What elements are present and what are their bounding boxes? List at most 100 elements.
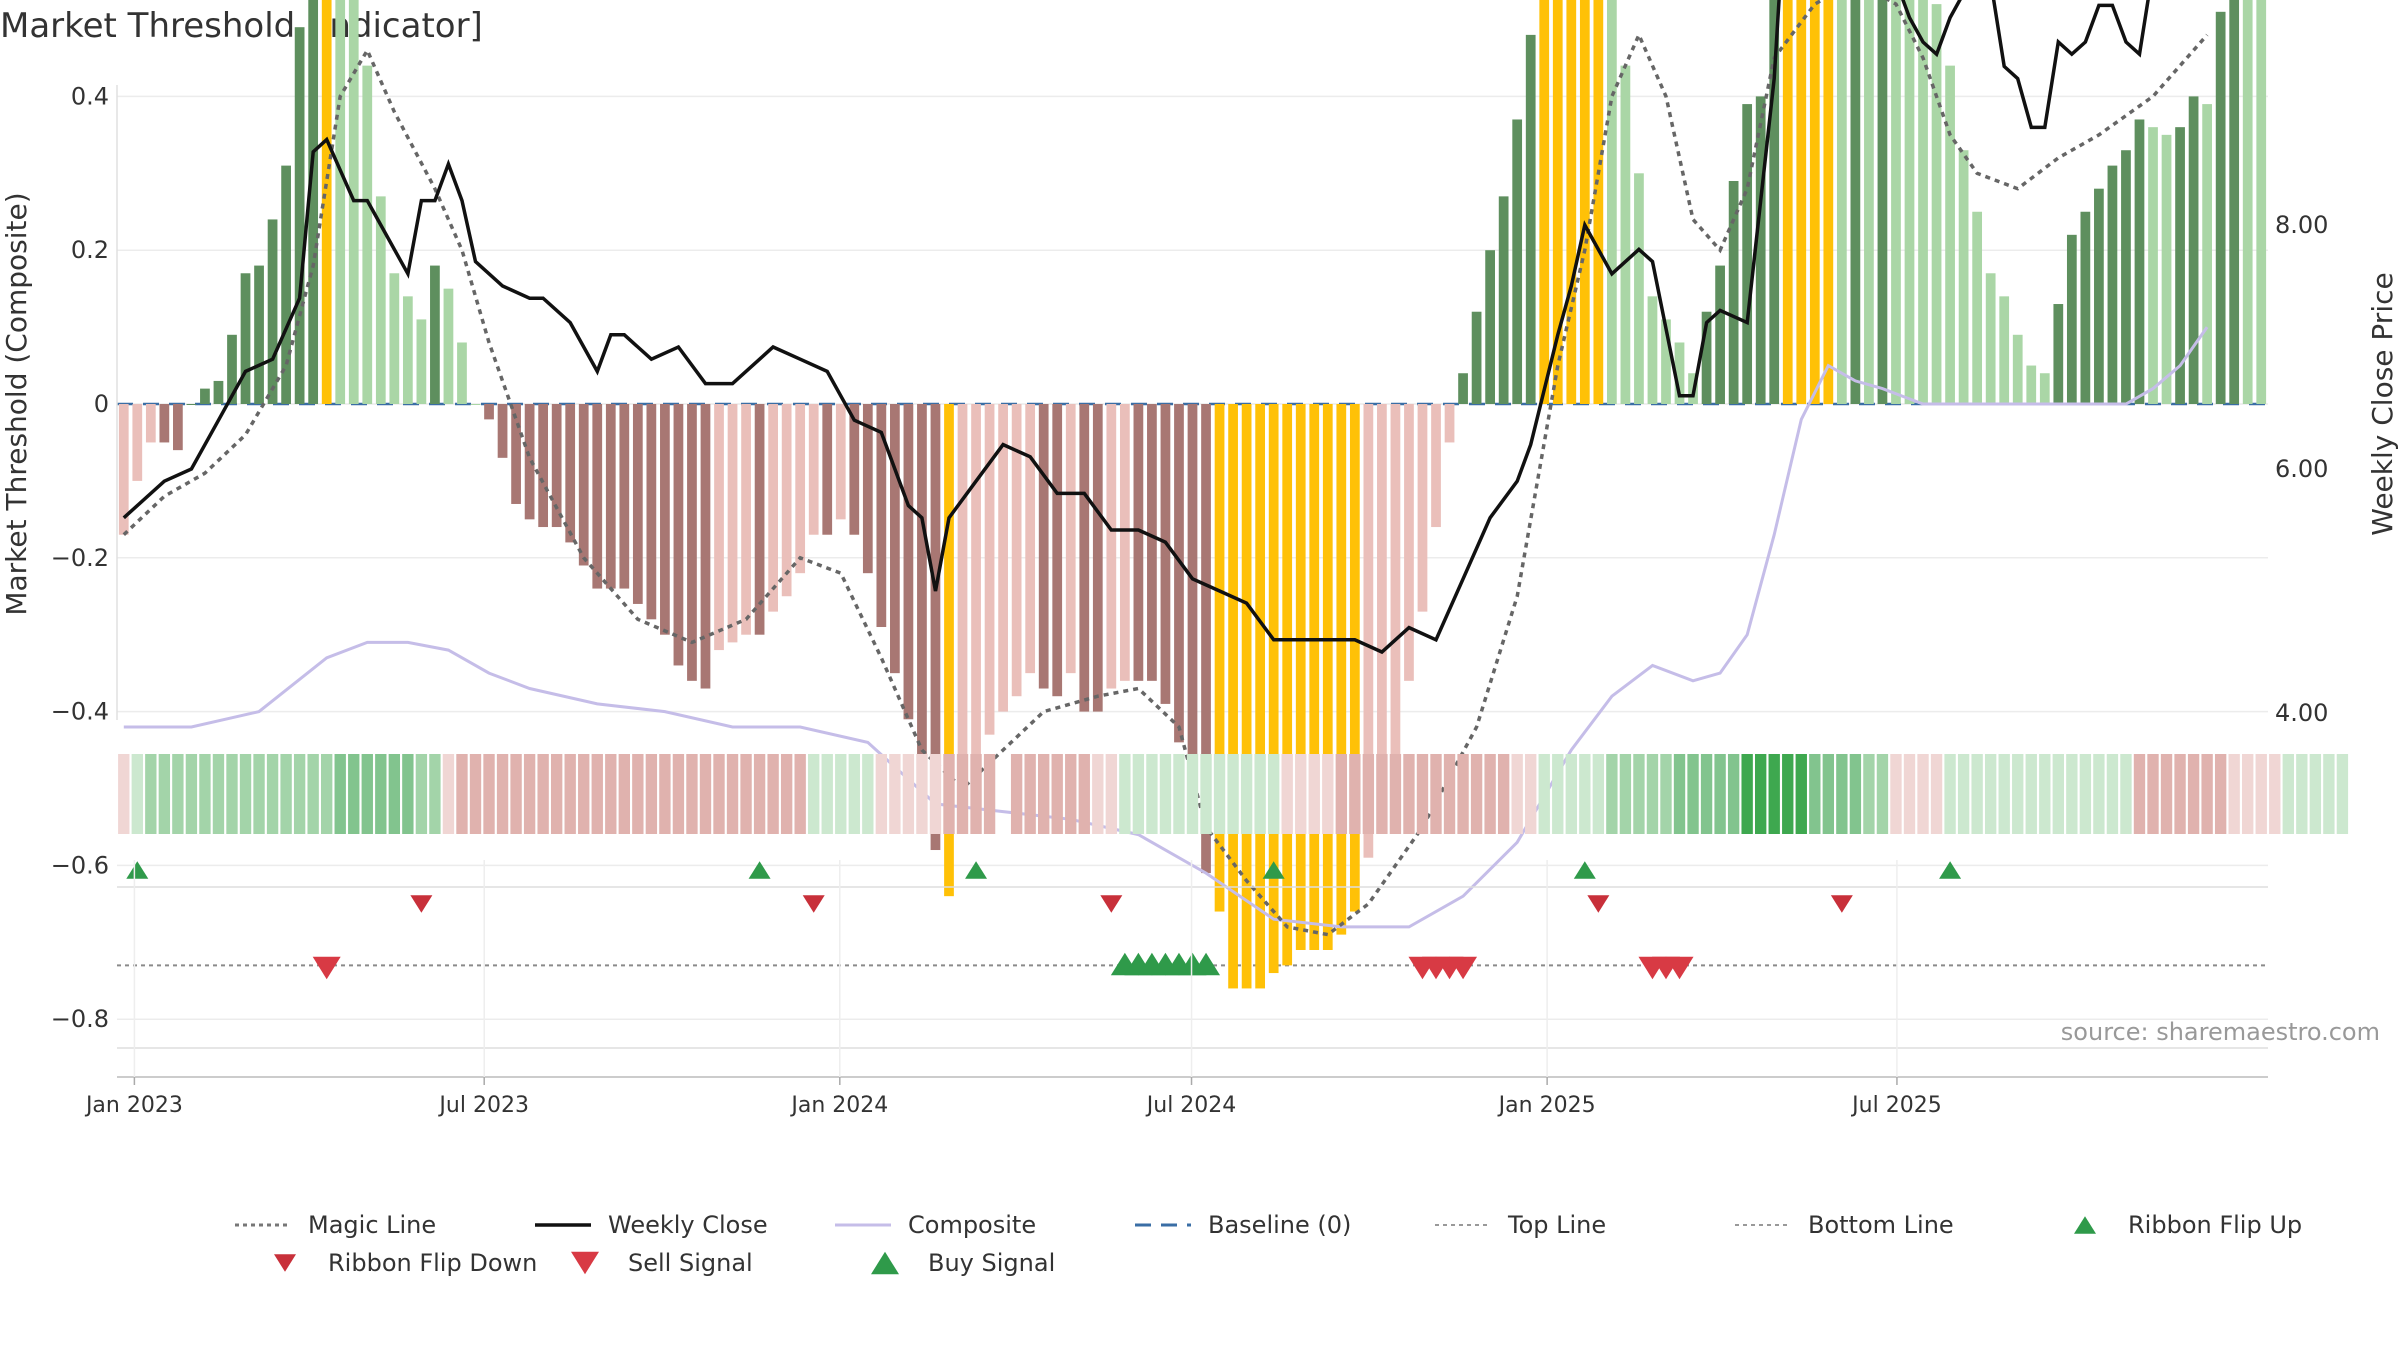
composite-bar: [687, 404, 697, 681]
ribbon-cell: [1308, 754, 1320, 834]
legend-item: Sell Signal: [571, 1249, 753, 1277]
composite-bar: [281, 165, 291, 404]
composite-bar: [1309, 404, 1320, 950]
composite-bar: [1593, 0, 1604, 404]
ribbon-cell: [2336, 754, 2349, 834]
ribbon-flip-up-marker: [1262, 861, 1285, 879]
composite-bar: [1904, 0, 1915, 405]
ribbon-cell: [1606, 754, 1618, 834]
ribbon-cell: [2066, 754, 2078, 834]
composite-bar: [2026, 365, 2037, 404]
ribbon-cell: [1646, 754, 1659, 834]
ribbon-cell: [1146, 754, 1158, 834]
composite-bar: [1363, 404, 1374, 858]
composite-bar: [795, 404, 806, 574]
triangle-up-icon: [871, 1251, 899, 1275]
ribbon-cell: [496, 754, 509, 834]
composite-bar: [2175, 127, 2185, 404]
composite-bar: [2134, 119, 2145, 404]
ribbon-cell: [875, 754, 888, 834]
x-tick-label: Jul 2024: [1145, 1093, 1237, 1118]
ribbon-cell: [1430, 754, 1442, 834]
ribbon-cell: [686, 754, 698, 834]
composite-bar: [159, 404, 170, 443]
sell-signal-marker: [1665, 956, 1694, 980]
ribbon-cell: [848, 754, 860, 834]
composite-bar: [971, 404, 981, 758]
ribbon-cell: [1782, 754, 1794, 834]
composite-bar: [1160, 404, 1171, 704]
composite-bar: [1471, 311, 1482, 404]
ribbon-cell: [307, 754, 319, 834]
ribbon-cell: [2133, 754, 2146, 834]
composite-bar: [1931, 4, 1942, 405]
composite-bar: [2188, 96, 2199, 405]
legend-item: Bottom Line: [1735, 1211, 1954, 1239]
ribbon-cell: [1755, 754, 1767, 834]
ribbon-flip-up-marker: [748, 861, 771, 879]
ribbon-cell: [2269, 754, 2281, 834]
composite-bar: [1377, 404, 1387, 804]
composite-bar: [1512, 119, 1523, 404]
composite-bar: [1174, 404, 1184, 743]
ribbon-cell: [2255, 754, 2267, 834]
ribbon-cell: [753, 754, 766, 834]
ribbon-cell: [1903, 754, 1916, 834]
legend-label: Sell Signal: [628, 1249, 753, 1277]
composite-bar: [2121, 150, 2131, 404]
composite-bar: [2202, 104, 2212, 404]
composite-bar: [402, 296, 413, 404]
composite-bar: [673, 404, 684, 666]
composite-bar: [2107, 165, 2118, 404]
ribbon-flip-up-marker: [126, 861, 149, 879]
composite-bar: [2039, 373, 2050, 404]
legend-item: Ribbon Flip Down: [274, 1249, 537, 1277]
composite-bar: [1850, 0, 1861, 404]
ribbon-cell: [1633, 754, 1645, 834]
composite-bar: [1918, 0, 1928, 405]
ribbon-cell: [591, 754, 603, 834]
ribbon-cell: [1038, 754, 1050, 834]
composite-bar: [1796, 0, 1807, 404]
ribbon-cell: [1890, 754, 1902, 834]
composite-bar: [1498, 196, 1509, 404]
composite-bar: [1769, 0, 1780, 404]
y-tick-label: −0.2: [51, 544, 109, 572]
composite-bar: [335, 0, 346, 404]
ribbon-cell: [1930, 754, 1943, 834]
ribbon-cell: [1525, 754, 1537, 834]
composite-bar: [1607, 0, 1617, 404]
ribbon-cell: [1335, 754, 1347, 834]
composite-bar: [1079, 404, 1090, 712]
ribbon-cell: [1200, 754, 1212, 834]
ribbon-cell: [1984, 754, 1997, 834]
composite-bar: [1011, 404, 1022, 697]
composite-bar: [389, 273, 400, 404]
ribbon-cell: [1389, 754, 1402, 834]
composite-bar: [457, 342, 467, 404]
composite-bar: [1755, 96, 1766, 405]
ribbon-cell: [2012, 754, 2024, 834]
composite-bar: [1864, 0, 1874, 405]
x-tick-label: Jul 2025: [1850, 1093, 1942, 1118]
composite-bar: [1836, 0, 1847, 404]
ribbon-cell: [632, 754, 644, 834]
ribbon-cell: [1092, 754, 1104, 834]
composite-bar: [592, 404, 603, 589]
ribbon-cell: [2282, 754, 2294, 834]
composite-bar: [1809, 0, 1820, 404]
ribbon-cell: [456, 754, 468, 834]
y2-axis-title: Weekly Close Price: [2366, 272, 2399, 535]
ribbon-cell: [1944, 754, 1956, 834]
ribbon-cell: [1051, 754, 1063, 834]
composite-bar: [240, 273, 251, 404]
ribbon-cell: [1457, 754, 1469, 834]
ribbon-cell: [415, 754, 428, 834]
source-credit: source: sharemaestro.com: [2061, 1018, 2380, 1046]
ribbon-cell: [2052, 754, 2064, 834]
ribbon-cell: [361, 754, 373, 834]
y2-tick-label: 4.00: [2275, 699, 2328, 727]
composite-bar: [1985, 273, 1996, 404]
composite-bar: [714, 404, 724, 651]
